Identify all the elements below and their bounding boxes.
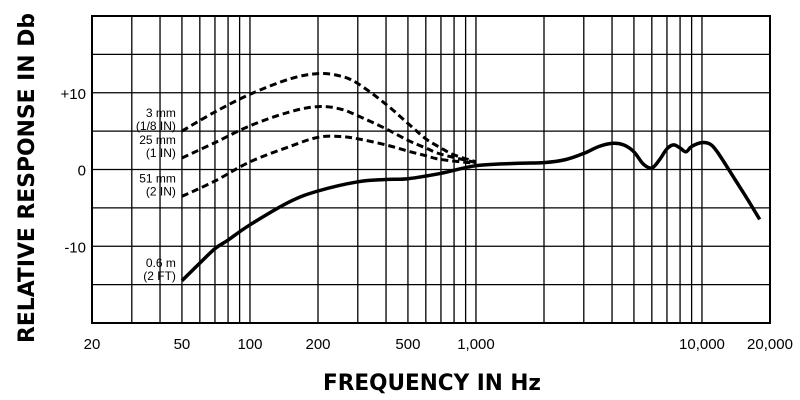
tick-labels: 20 50 100 200 500 1,000 10,000 20,000 +10 0 -10 xyxy=(61,86,793,353)
curve-0-6-m-2-ft xyxy=(180,140,762,283)
x-tick-label: 20,000 xyxy=(747,336,793,353)
curve-label-3-mm-1-8-in: 3 mm xyxy=(146,106,176,120)
x-tick-label: 500 xyxy=(395,336,420,353)
curve-label-25-mm-1-in: 25 mm xyxy=(139,133,176,147)
curve-labels: 3 mm(1/8 IN)25 mm(1 IN) 51 mm(2 IN) 0.6 m(… xyxy=(136,106,176,283)
curve-label-0-6-m-2-ft: (2 FT) xyxy=(143,269,176,283)
x-tick-label: 10,000 xyxy=(679,336,725,353)
curve-label-51-mm-2-in: 51 mm xyxy=(139,171,176,185)
x-tick-label: 100 xyxy=(237,336,262,353)
curve-25-mm-1-in xyxy=(181,104,477,165)
x-tick-label: 20 xyxy=(84,336,101,353)
y-tick-label: -10 xyxy=(64,239,86,256)
x-tick-label: 1,000 xyxy=(457,336,495,353)
y-axis-label: RELATIVE RESPONSE IN Db xyxy=(15,13,40,343)
curve-51-mm-2-in xyxy=(181,134,477,198)
x-tick-label: 50 xyxy=(174,336,191,353)
grid-lines xyxy=(92,16,770,323)
curve-label-25-mm-1-in: (1 IN) xyxy=(146,146,176,160)
x-tick-label: 200 xyxy=(305,336,330,353)
x-axis-label: FREQUENCY IN Hz xyxy=(323,371,541,396)
response-curves xyxy=(180,71,762,283)
y-tick-label: +10 xyxy=(61,86,86,103)
y-tick-label: 0 xyxy=(78,163,86,180)
curve-label-51-mm-2-in: (2 IN) xyxy=(146,184,176,198)
curve-label-0-6-m-2-ft: 0.6 m xyxy=(146,256,176,270)
curve-label-3-mm-1-8-in: (1/8 IN) xyxy=(136,119,176,133)
curve-3-mm-1-8-in xyxy=(181,71,477,164)
